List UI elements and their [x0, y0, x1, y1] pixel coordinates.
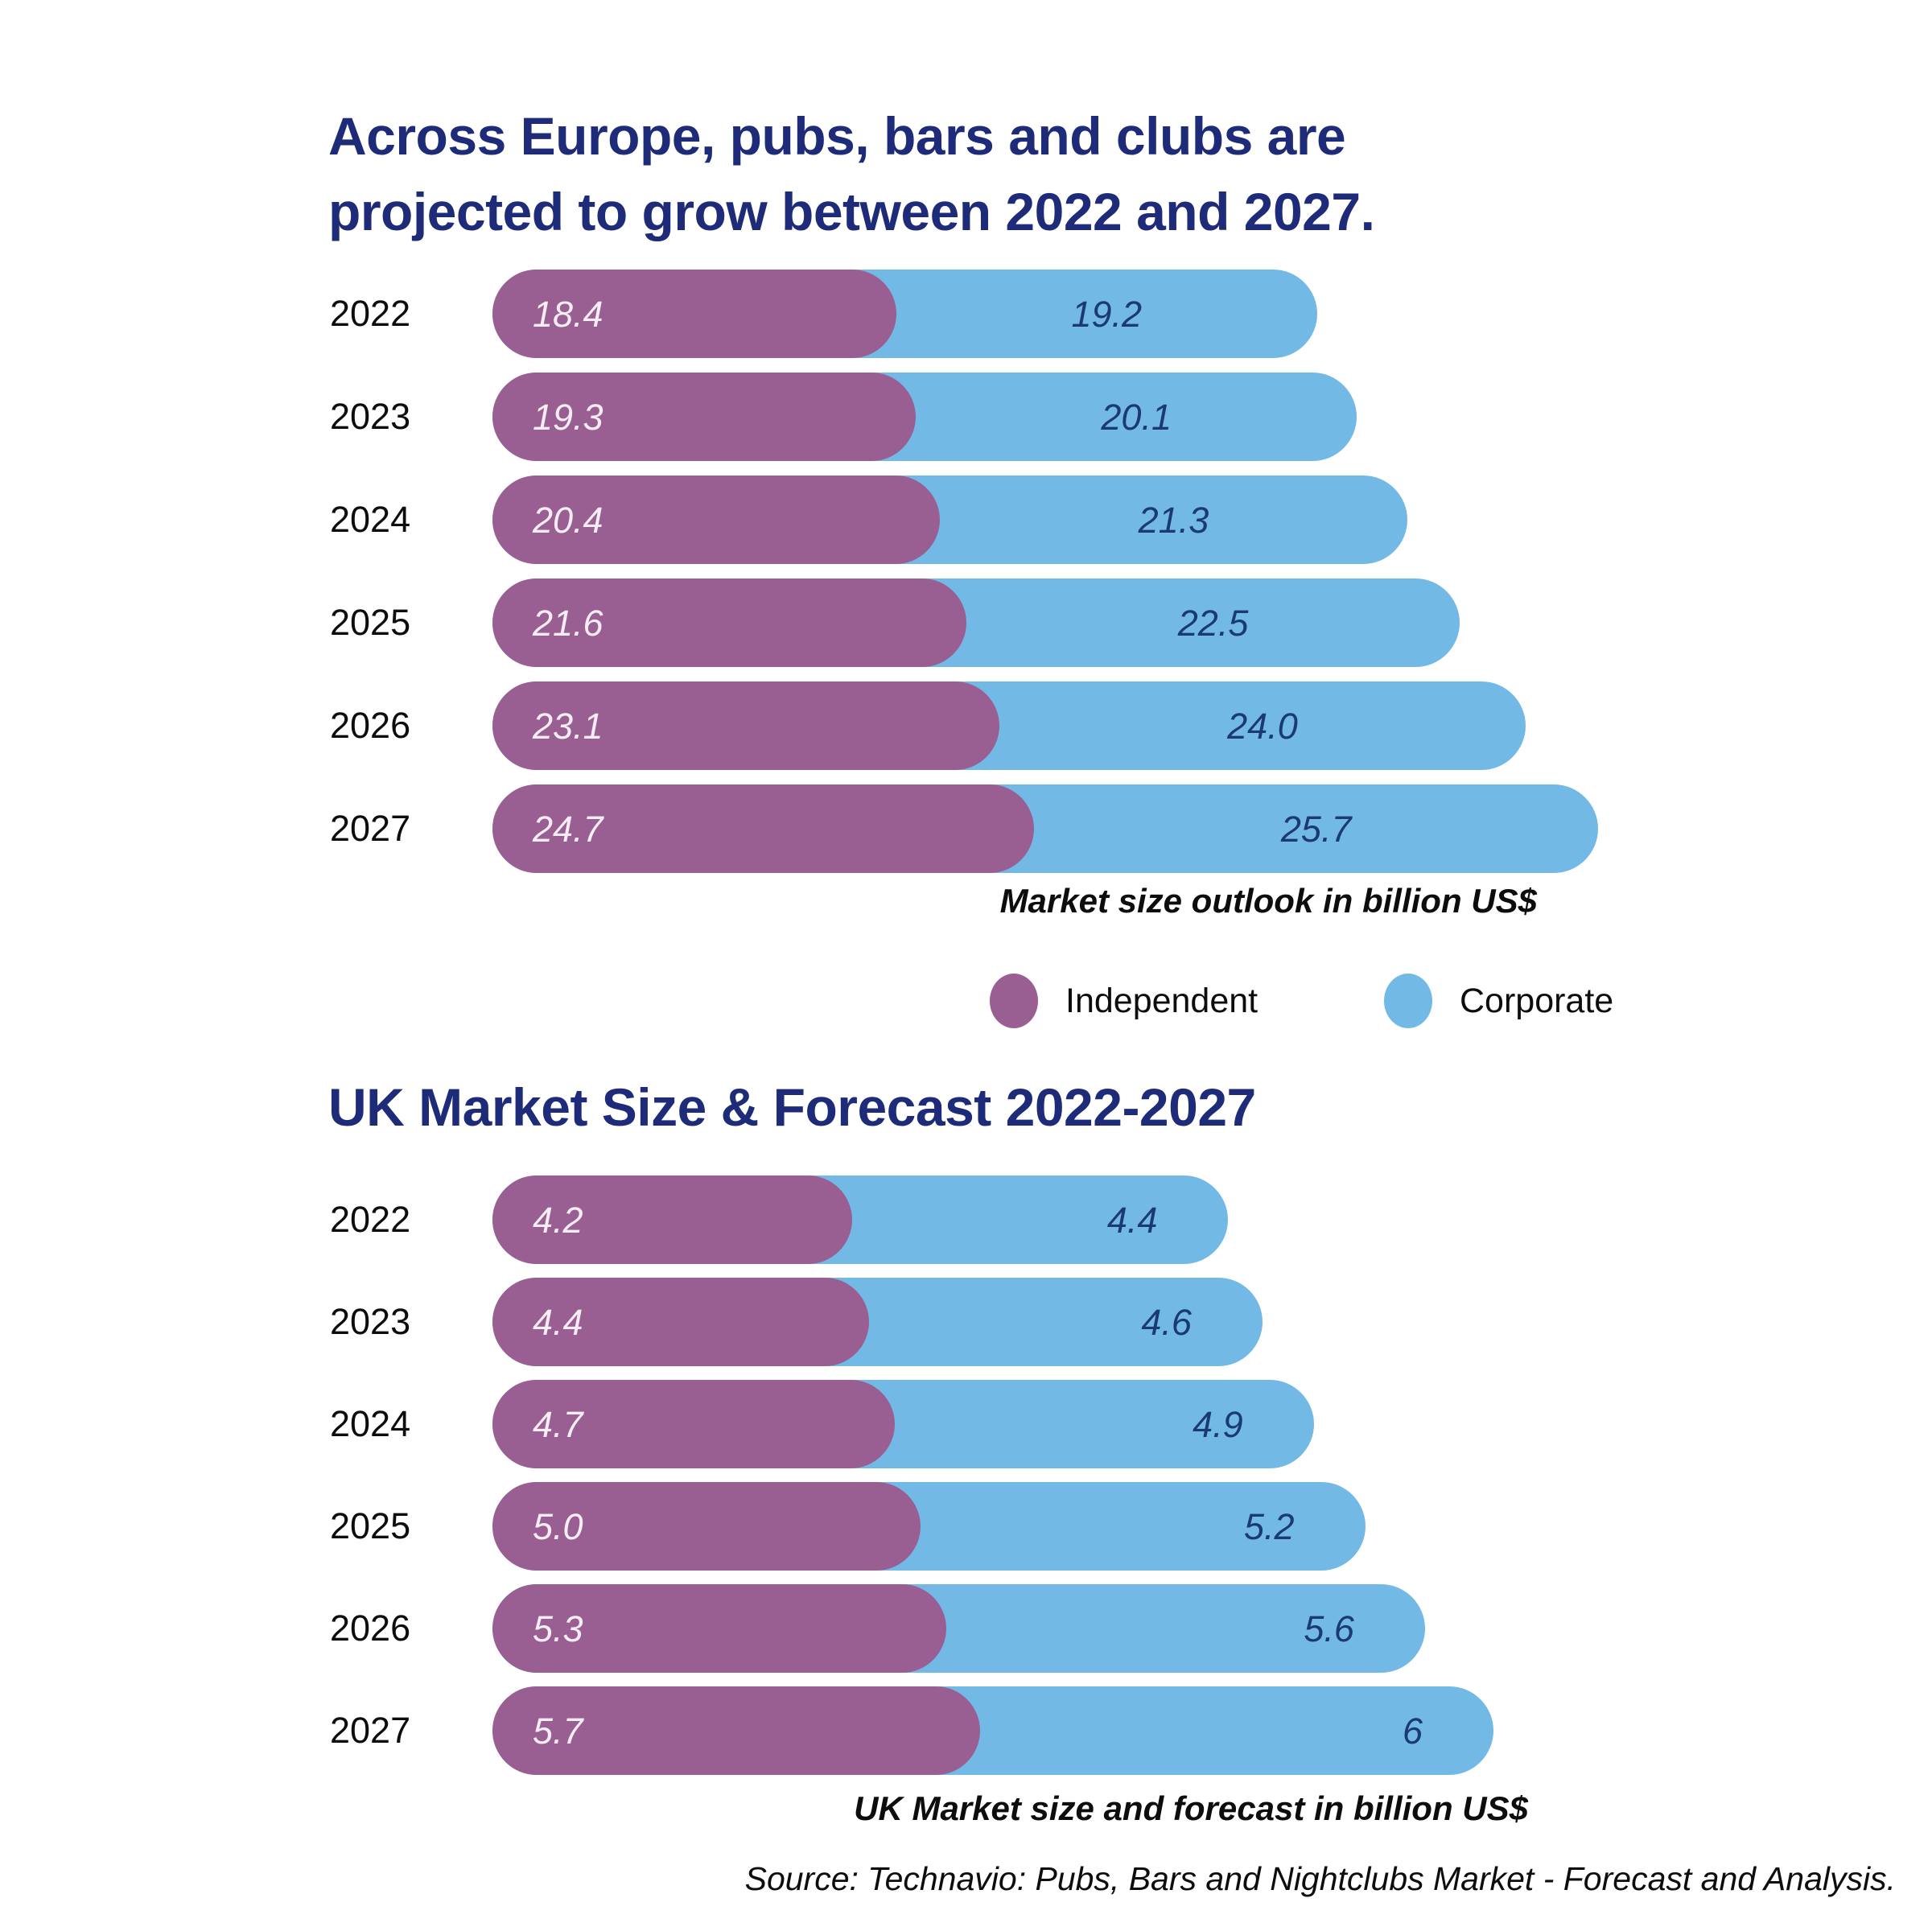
independent-bar-segment: [492, 1686, 981, 1775]
year-label: 2025: [330, 602, 411, 643]
bar-row-2022: 2022 4.2 4.4: [0, 1175, 1932, 1264]
legend-item-corporate: Corporate: [1384, 973, 1613, 1029]
bar-track: 20.4 21.3: [492, 476, 1932, 564]
bar-row-2023: 2023 4.4 4.6: [0, 1278, 1932, 1366]
corporate-value-label: 19.2: [1071, 294, 1143, 335]
europe-chart-title-line1: Across Europe, pubs, bars and clubs are: [328, 106, 1346, 166]
independent-bar-segment: [492, 681, 999, 770]
bar-row-2026: 2026 23.1 24.0: [0, 681, 1932, 770]
year-label: 2024: [330, 499, 411, 540]
independent-bar-segment: [492, 373, 917, 461]
bar-row-2022: 2022 18.4 19.2: [0, 270, 1932, 358]
independent-value-label: 4.2: [533, 1200, 583, 1241]
independent-value-label: 23.1: [533, 706, 603, 747]
bar-track: 5.3 5.6: [492, 1584, 1932, 1673]
year-label: 2026: [330, 705, 411, 746]
bar-row-2024: 2024 20.4 21.3: [0, 476, 1932, 564]
legend: Independent Corporate: [0, 973, 1932, 1029]
bar-track: 4.2 4.4: [492, 1175, 1932, 1264]
bar-track: 24.7 25.7: [492, 784, 1932, 873]
year-label: 2026: [330, 1608, 411, 1649]
independent-value-label: 4.7: [533, 1404, 583, 1445]
chart-europe: 2022 18.4 19.2 2023 19.3 20.1 2024 20.4 21.3 2025…: [0, 270, 1932, 873]
corporate-value-label: 24.0: [1227, 706, 1298, 747]
independent-value-label: 5.7: [533, 1711, 583, 1752]
europe-chart-title: Across Europe, pubs, bars and clubs are …: [328, 98, 1375, 249]
bar-track: 5.7 6: [492, 1686, 1932, 1775]
bar-row-2023: 2023 19.3 20.1: [0, 373, 1932, 461]
uk-axis-caption: UK Market size and forecast in billion U…: [854, 1789, 1528, 1827]
bar-track: 4.4 4.6: [492, 1278, 1932, 1366]
bar-row-2026: 2026 5.3 5.6: [0, 1584, 1932, 1673]
bar-track: 21.6 22.5: [492, 578, 1932, 667]
corporate-value-label: 6: [1402, 1711, 1423, 1752]
independent-bar-segment: [492, 1584, 946, 1673]
independent-value-label: 5.0: [533, 1506, 583, 1547]
independent-bar-segment: [492, 270, 896, 358]
bar-track: 18.4 19.2: [492, 270, 1932, 358]
legend-label-corporate: Corporate: [1460, 981, 1614, 1020]
independent-legend-dot-icon: [990, 974, 1038, 1028]
independent-value-label: 19.3: [533, 397, 603, 438]
bar-row-2027: 2027 5.7 6: [0, 1686, 1932, 1775]
bar-track: 5.0 5.2: [492, 1482, 1932, 1571]
europe-chart-title-line2: projected to grow between 2022 and 2027.: [328, 182, 1375, 241]
independent-bar-segment: [492, 1175, 852, 1264]
bar-track: 23.1 24.0: [492, 681, 1932, 770]
corporate-value-label: 25.7: [1280, 809, 1352, 850]
corporate-value-label: 5.6: [1304, 1608, 1354, 1649]
independent-value-label: 18.4: [533, 294, 603, 335]
corporate-value-label: 20.1: [1101, 397, 1172, 438]
independent-bar-segment: [492, 1380, 895, 1468]
independent-value-label: 20.4: [533, 500, 603, 541]
independent-bar-segment: [492, 1482, 921, 1571]
year-label: 2023: [330, 396, 411, 437]
corporate-value-label: 4.6: [1141, 1302, 1192, 1343]
chart-uk: 2022 4.2 4.4 2023 4.4 4.6 2024 4.7 4.9 2025 5.0 5.2…: [0, 1175, 1932, 1776]
corporate-legend-dot-icon: [1384, 974, 1432, 1028]
independent-value-label: 21.6: [533, 603, 603, 644]
corporate-value-label: 21.3: [1138, 500, 1209, 541]
bar-track: 4.7 4.9: [492, 1380, 1932, 1468]
corporate-value-label: 22.5: [1177, 603, 1249, 644]
legend-item-independent: Independent: [990, 973, 1258, 1029]
bar-row-2025: 2025 21.6 22.5: [0, 578, 1932, 667]
source-attribution: Source: Technavio: Pubs, Bars and Nightc…: [744, 1860, 1896, 1897]
year-label: 2027: [330, 808, 411, 849]
legend-label-independent: Independent: [1065, 981, 1258, 1020]
independent-bar-segment: [492, 578, 966, 667]
bar-row-2025: 2025 5.0 5.2: [0, 1482, 1932, 1571]
uk-chart-title: UK Market Size & Forecast 2022-2027: [328, 1077, 1256, 1137]
independent-bar-segment: [492, 1278, 869, 1366]
corporate-value-label: 4.4: [1106, 1200, 1158, 1241]
corporate-value-label: 4.9: [1193, 1404, 1243, 1445]
year-label: 2022: [330, 1199, 411, 1240]
europe-axis-caption: Market size outlook in billion US$: [999, 882, 1537, 920]
year-label: 2025: [330, 1505, 411, 1546]
independent-value-label: 5.3: [533, 1608, 583, 1649]
corporate-value-label: 5.2: [1243, 1506, 1295, 1547]
independent-bar-segment: [492, 476, 941, 564]
year-label: 2027: [330, 1710, 411, 1751]
year-label: 2023: [330, 1301, 411, 1342]
independent-value-label: 4.4: [533, 1302, 583, 1343]
year-label: 2022: [330, 293, 411, 334]
bar-row-2024: 2024 4.7 4.9: [0, 1380, 1932, 1468]
independent-bar-segment: [492, 784, 1035, 873]
independent-value-label: 24.7: [533, 809, 603, 850]
bar-track: 19.3 20.1: [492, 373, 1932, 461]
year-label: 2024: [330, 1403, 411, 1444]
bar-row-2027: 2027 24.7 25.7: [0, 784, 1932, 873]
